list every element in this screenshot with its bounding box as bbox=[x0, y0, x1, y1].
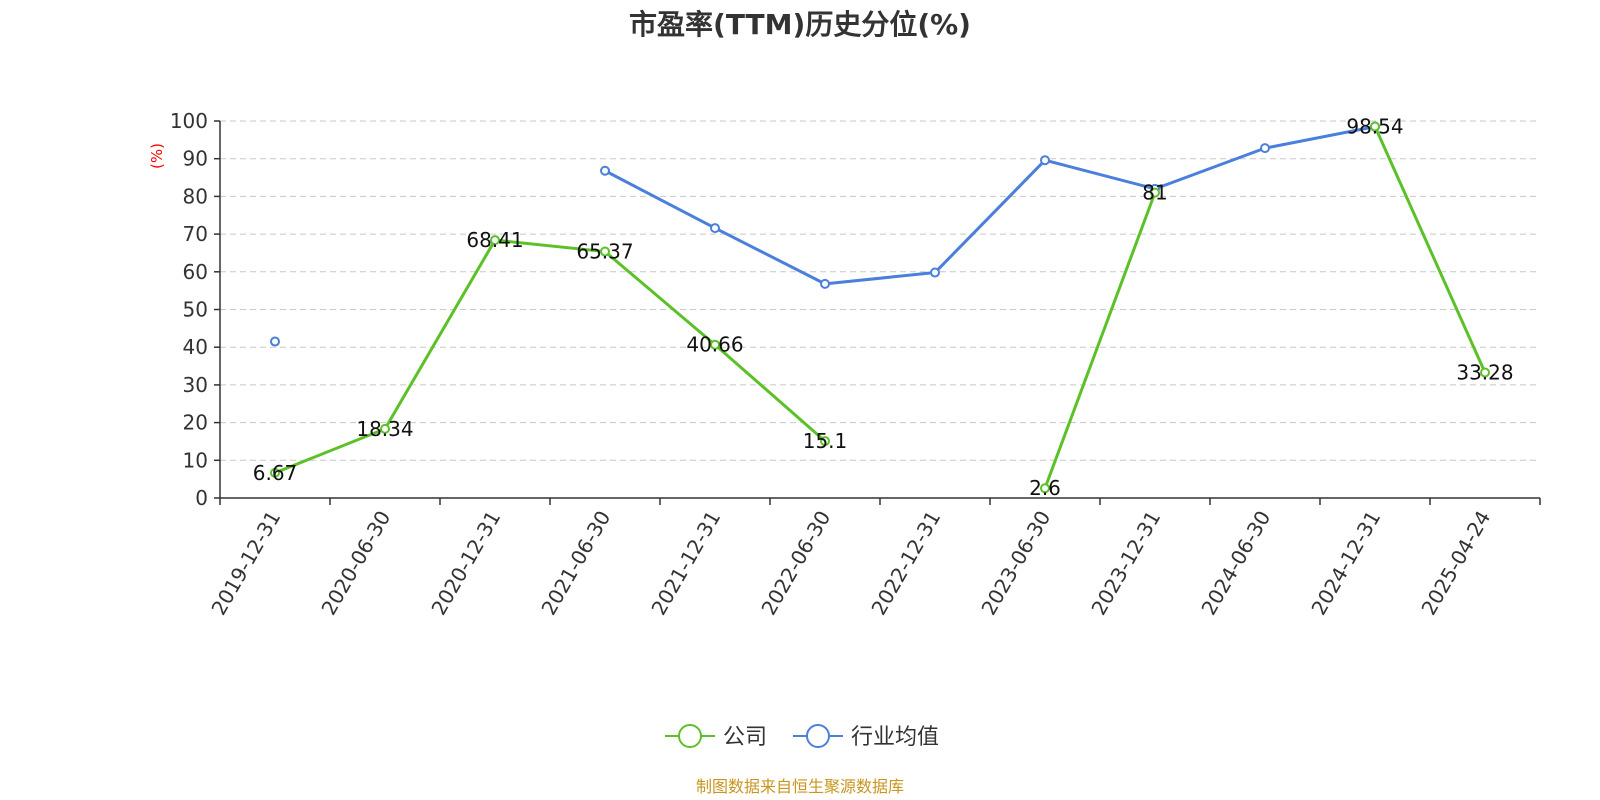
x-tick-label: 2024-06-30 bbox=[1196, 507, 1275, 620]
x-tick-label: 2020-12-31 bbox=[426, 507, 505, 620]
data-point[interactable] bbox=[930, 267, 940, 278]
y-tick-label: 70 bbox=[183, 222, 208, 246]
data-point[interactable] bbox=[1260, 143, 1270, 154]
data-point[interactable] bbox=[380, 423, 390, 434]
grid bbox=[220, 120, 1540, 461]
y-axis-unit: (%) bbox=[148, 143, 166, 169]
data-label: 68.41 bbox=[466, 228, 523, 252]
series-1 bbox=[270, 121, 1380, 347]
legend-item-0[interactable]: 公司 bbox=[665, 724, 767, 750]
series-layer bbox=[270, 121, 1490, 494]
legend-label: 行业均值 bbox=[851, 725, 939, 750]
data-label: 98.54 bbox=[1346, 115, 1403, 139]
data-point[interactable] bbox=[710, 223, 720, 234]
axes: 0 10 20 30 40 50 60 70 80 90 100 2019-12-31 2020-06-… bbox=[170, 109, 1541, 620]
series-line-segment bbox=[713, 226, 827, 286]
y-tick-label: 80 bbox=[183, 184, 208, 208]
legend[interactable]: 公司 行业均值 bbox=[665, 724, 939, 750]
data-label: 15.1 bbox=[803, 429, 848, 453]
data-point[interactable] bbox=[270, 467, 280, 478]
data-label: 40.66 bbox=[686, 333, 743, 357]
series-0 bbox=[270, 121, 1490, 494]
data-label: 33.28 bbox=[1456, 361, 1513, 385]
x-tick-label: 2021-12-31 bbox=[646, 507, 725, 620]
x-tick-label: 2020-06-30 bbox=[316, 507, 395, 620]
data-point[interactable] bbox=[600, 165, 610, 176]
data-label: 81 bbox=[1142, 181, 1167, 205]
series-line-segment bbox=[603, 250, 717, 347]
data-point[interactable] bbox=[1150, 187, 1160, 198]
data-point[interactable] bbox=[1040, 483, 1050, 494]
data-label: 18.34 bbox=[356, 417, 413, 441]
series-line-segment bbox=[1373, 125, 1487, 375]
data-point[interactable] bbox=[710, 339, 720, 350]
data-point[interactable] bbox=[1480, 367, 1490, 378]
source-note: 制图数据来自恒生聚源数据库 bbox=[696, 777, 904, 796]
data-point[interactable] bbox=[820, 278, 830, 289]
series-line-segment bbox=[713, 343, 827, 443]
y-tick-label: 0 bbox=[195, 486, 208, 510]
x-tick-label: 2019-12-31 bbox=[206, 507, 285, 620]
series-line-segment bbox=[1043, 158, 1157, 191]
data-point[interactable] bbox=[270, 336, 280, 347]
series-line-segment bbox=[823, 271, 937, 286]
x-tick-label: 2023-06-30 bbox=[976, 507, 1055, 620]
series-line-segment bbox=[933, 158, 1047, 275]
y-tick-label: 100 bbox=[170, 109, 208, 133]
chart-title: 市盈率(TTM)历史分位(%) bbox=[629, 8, 971, 41]
x-tick-label: 2024-12-31 bbox=[1306, 507, 1385, 620]
data-point[interactable] bbox=[600, 246, 610, 257]
data-point[interactable] bbox=[1370, 121, 1380, 132]
y-tick-label: 10 bbox=[183, 448, 208, 472]
legend-swatch-marker bbox=[678, 724, 702, 748]
data-label: 2.6 bbox=[1029, 476, 1061, 500]
legend-label: 公司 bbox=[723, 725, 767, 750]
data-label: 6.67 bbox=[253, 461, 298, 485]
y-tick-label: 20 bbox=[183, 411, 208, 435]
y-tick-label: 60 bbox=[183, 260, 208, 284]
series-line-segment bbox=[603, 169, 717, 230]
data-label: 65.37 bbox=[576, 240, 633, 264]
series-line-segment bbox=[1263, 125, 1377, 150]
x-tick-label: 2021-06-30 bbox=[536, 507, 615, 620]
series-line-segment bbox=[273, 427, 387, 475]
x-tick-label: 2025-04-24 bbox=[1416, 507, 1495, 620]
y-tick-label: 30 bbox=[183, 373, 208, 397]
data-labels: 6.67 18.34 68.41 65.37 40.66 15.1 2.6 81 98.54 33… bbox=[253, 115, 1514, 501]
x-tick-label: 2023-12-31 bbox=[1086, 507, 1165, 620]
series-line-segment bbox=[383, 238, 497, 431]
series-line-segment bbox=[1153, 146, 1267, 191]
legend-swatch-marker bbox=[806, 724, 830, 748]
series-line-segment bbox=[493, 238, 607, 254]
y-tick-label: 50 bbox=[183, 298, 208, 322]
y-tick-label: 40 bbox=[183, 335, 208, 359]
x-tick-label: 2022-12-31 bbox=[866, 507, 945, 620]
legend-item-1[interactable]: 行业均值 bbox=[793, 724, 939, 750]
data-point[interactable] bbox=[490, 235, 500, 246]
series-line-segment bbox=[1043, 191, 1157, 490]
data-point[interactable] bbox=[1040, 155, 1050, 166]
x-tick-label: 2022-06-30 bbox=[756, 507, 835, 620]
data-point[interactable] bbox=[820, 436, 830, 447]
y-tick-label: 90 bbox=[183, 147, 208, 171]
